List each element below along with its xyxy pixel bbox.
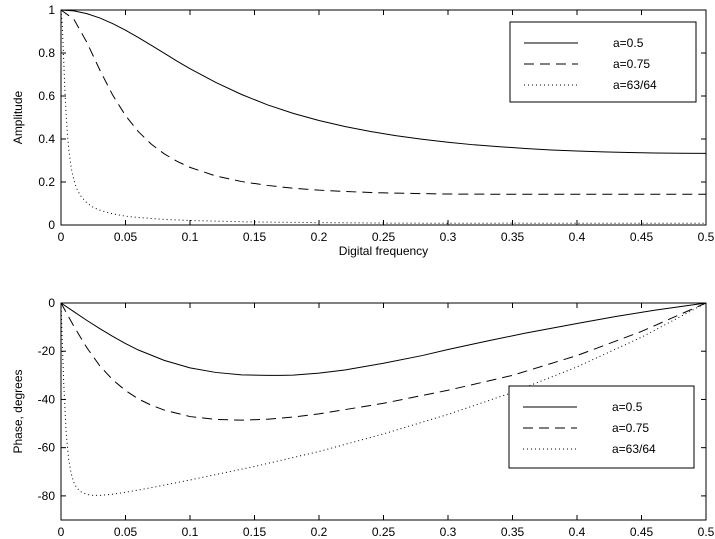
- x-tick-label: 0.25: [372, 230, 396, 244]
- x-tick-label: 0.05: [114, 525, 138, 539]
- x-tick-label: 0.5: [698, 525, 715, 539]
- x-tick-label: 0.35: [501, 525, 525, 539]
- x-tick-label: 0.4: [569, 525, 586, 539]
- x-tick-label: 0.2: [311, 230, 328, 244]
- series-line-2: [60, 302, 707, 421]
- legend-label: a=0.75: [613, 57, 650, 71]
- x-tick-label: 0: [58, 525, 65, 539]
- chart-1: 0 0.05 0.1 0.15 0.2 0.25 0.3 0.35 0.4 0.45 0.5 0 0.2…: [11, 3, 715, 258]
- y-tick-label: -20: [38, 344, 56, 358]
- x-axis-label: Digital frequency: [339, 244, 428, 258]
- legend-label: a=0.5: [612, 400, 643, 414]
- series-line-2: [60, 9, 706, 195]
- y-tick-label: 0.4: [38, 132, 55, 146]
- y-tick-label: 0: [48, 296, 55, 310]
- legend-label: a=0.5: [613, 36, 644, 50]
- series-line-1: [60, 9, 707, 154]
- y-tick-label: -40: [38, 392, 56, 406]
- x-tick-label: 0.5: [698, 230, 715, 244]
- series-line-1: [60, 302, 707, 376]
- y-axis-label: Phase, degrees: [11, 369, 25, 453]
- legend: a=0.5 a=0.75 a=63/64: [508, 385, 695, 469]
- y-axis-label: Amplitude: [11, 91, 25, 145]
- legend-box: [508, 385, 695, 469]
- y-tick-label: 1: [48, 3, 55, 17]
- x-tick-label: 0.45: [630, 230, 654, 244]
- x-tick-label: 0.05: [114, 230, 138, 244]
- legend-label: a=63/64: [612, 442, 656, 456]
- x-tick-label: 0.3: [440, 230, 457, 244]
- x-tick-label: 0.25: [372, 525, 396, 539]
- x-tick-label: 0: [58, 230, 65, 244]
- x-tick-label: 0.45: [630, 525, 654, 539]
- x-tick-label: 0.15: [243, 525, 267, 539]
- y-tick-label: 0: [48, 218, 55, 232]
- legend-label: a=0.75: [612, 421, 649, 435]
- y-tick-label: 0.8: [38, 46, 55, 60]
- series-line-3: [60, 302, 707, 496]
- x-tick-label: 0.35: [501, 230, 525, 244]
- x-tick-label: 0.15: [243, 230, 267, 244]
- x-tick-label: 0.1: [182, 230, 199, 244]
- legend: a=0.5 a=0.75 a=63/64: [509, 21, 697, 103]
- y-tick-label: -60: [38, 441, 56, 455]
- y-tick-label: 0.6: [38, 89, 55, 103]
- x-tick-label: 0.1: [182, 525, 199, 539]
- y-tick-label: -80: [38, 489, 56, 503]
- y-tick-label: 0.2: [38, 175, 55, 189]
- x-tick-label: 0.2: [311, 525, 328, 539]
- chart-2: 0 0.05 0.1 0.15 0.2 0.25 0.3 0.35 0.4 0.45 0.5 -80 -…: [11, 296, 715, 539]
- legend-box: [509, 21, 697, 103]
- x-tick-label: 0.4: [569, 230, 586, 244]
- legend-label: a=63/64: [613, 78, 657, 92]
- x-tick-label: 0.3: [440, 525, 457, 539]
